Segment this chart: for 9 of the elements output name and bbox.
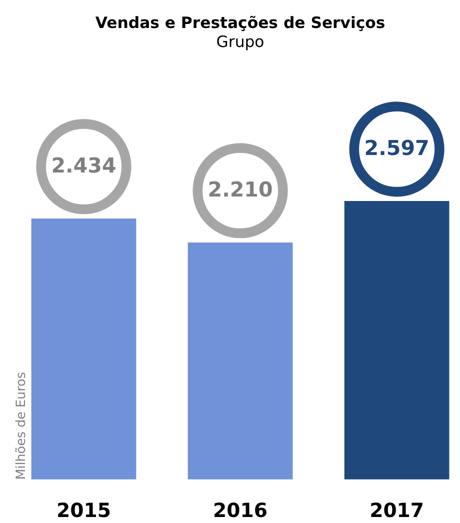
chart-title: Vendas e Prestações de Serviços [95,13,386,32]
x-tick-label: 2016 [213,499,268,522]
x-tick-label: 2015 [56,499,111,522]
chart-subtitle: Grupo [216,32,264,51]
data-label: 2.210 [208,177,273,202]
y-axis-title: Milhões de Euros [12,372,28,480]
x-tick-label: 2017 [370,499,424,522]
data-label: 2.434 [51,153,116,178]
data-label: 2.597 [364,136,430,160]
